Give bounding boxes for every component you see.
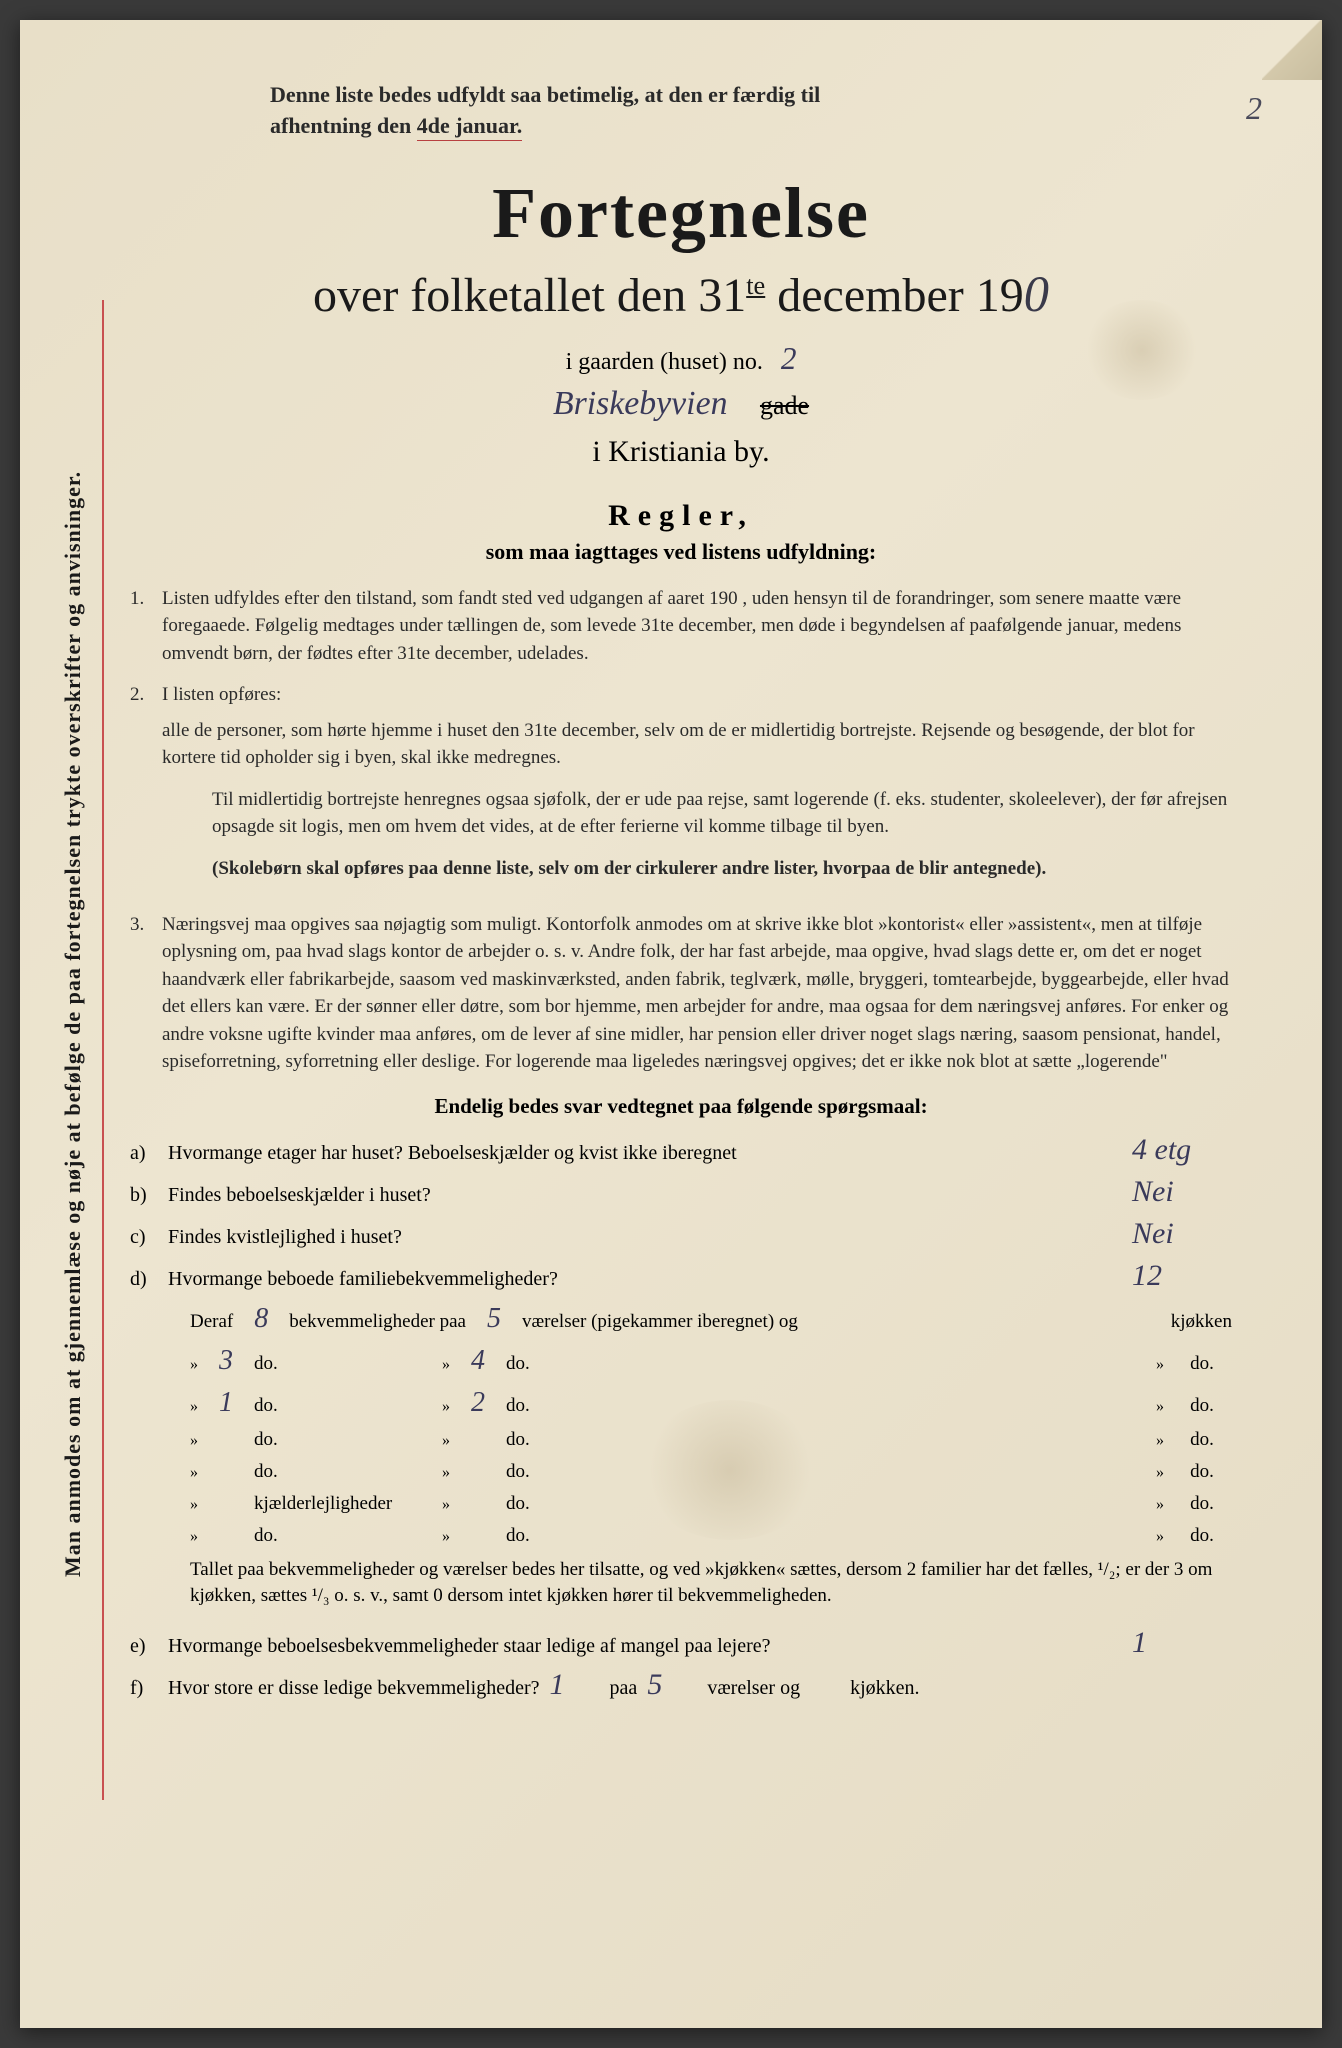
question-c: c) Findes kvistlejlighed i huset? Nei (130, 1217, 1232, 1251)
rule-2: 2. I listen opføres: alle de personer, s… (130, 681, 1232, 896)
rule-3: 3. Næringsvej maa opgives saa nøjagtig s… (130, 911, 1232, 1076)
page-number-handwritten: 2 (1246, 90, 1262, 127)
table-row: » do. » do. » do. (190, 1461, 1232, 1483)
answer-f2: 5 (647, 1668, 697, 1702)
regler-subtitle: som maa iagttages ved listens udfyldning… (130, 539, 1232, 565)
notice-line2-prefix: afhentning den (270, 113, 417, 138)
rule-1: 1. Listen udfyldes efter den tilstand, s… (130, 585, 1232, 668)
endelig-heading: Endelig bedes svar vedtegnet paa følgend… (130, 1094, 1232, 1119)
notice-line1: Denne liste bedes udfyldt saa betimelig,… (270, 82, 820, 107)
rules-section: 1. Listen udfyldes efter den tilstand, s… (130, 585, 1232, 1076)
table-row: » kjælderlejligheder » do. » do. (190, 1493, 1232, 1515)
gaard-line: i gaarden (huset) no. 2 (130, 341, 1232, 377)
street-line: Briskebyvien gade (130, 385, 1232, 423)
top-notice: Denne liste bedes udfyldt saa betimelig,… (270, 80, 1232, 142)
notice-date: 4de januar. (417, 113, 523, 141)
table-row: » 3 do. » 4 do. » do. (190, 1345, 1232, 1377)
bekv-table: Deraf 8 bekvemmeligheder paa 5 værelser … (190, 1303, 1232, 1547)
question-f: f) Hvor store er disse ledige bekvemmeli… (130, 1668, 1232, 1702)
gade-struck: gade (760, 391, 809, 420)
table-row: » do. » do. » do. (190, 1429, 1232, 1451)
answer-d: 12 (1132, 1259, 1232, 1293)
answer-b: Nei (1132, 1175, 1232, 1209)
table-row: » do. » do. » do. (190, 1525, 1232, 1547)
subtitle: over folketallet den 31te december 190 (130, 265, 1232, 323)
answer-e: 1 (1132, 1626, 1232, 1660)
answer-f1: 1 (550, 1668, 600, 1702)
table-row: » 1 do. » 2 do. » do. (190, 1387, 1232, 1419)
margin-red-line (102, 300, 104, 1800)
table-note: Tallet paa bekvemmeligheder og værelser … (190, 1557, 1232, 1610)
house-number: 2 (781, 341, 797, 376)
document-page: Man anmodes om at gjennemlæse og nøje at… (20, 20, 1322, 2028)
answer-c: Nei (1132, 1217, 1232, 1251)
main-title: Fortegnelse (130, 172, 1232, 255)
question-a: a) Hvormange etager har huset? Beboelses… (130, 1133, 1232, 1167)
regler-title: Regler, (130, 499, 1232, 533)
vertical-margin-text: Man anmodes om at gjennemlæse og nøje at… (60, 324, 86, 1724)
question-b: b) Findes beboelseskjælder i huset? Nei (130, 1175, 1232, 1209)
city-line: i Kristiania by. (130, 435, 1232, 469)
street-name: Briskebyvien (553, 385, 728, 422)
question-d: d) Hvormange beboede familiebekvemmeligh… (130, 1259, 1232, 1293)
question-e: e) Hvormange beboelsesbekvemmeligheder s… (130, 1626, 1232, 1660)
answer-a: 4 etg (1132, 1133, 1232, 1167)
table-header-row: Deraf 8 bekvemmeligheder paa 5 værelser … (190, 1303, 1232, 1335)
